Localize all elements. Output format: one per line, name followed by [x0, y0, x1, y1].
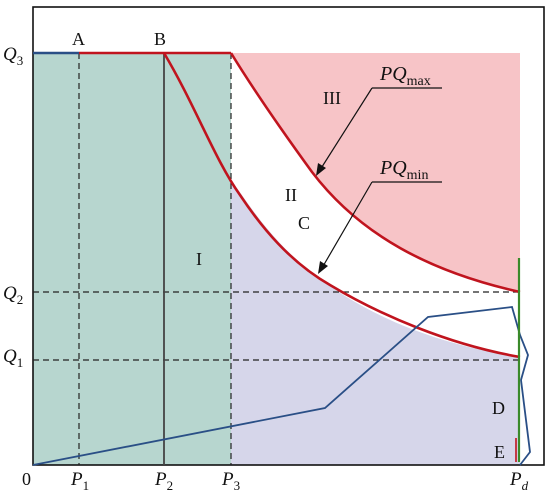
pq-min-arrow-head	[318, 261, 328, 274]
y-label-q1: Q1	[3, 346, 23, 370]
region-green-fill	[33, 53, 231, 465]
plot-frame	[32, 6, 545, 466]
pq-min-arrow	[321, 181, 373, 269]
pq-max-arrow-head	[316, 163, 326, 176]
x-label-pd: Pd	[509, 469, 529, 493]
x-label-p3: P3	[221, 469, 240, 493]
region-label-i: I	[196, 249, 202, 269]
point-label-e: E	[494, 442, 505, 462]
origin-label: 0	[22, 469, 31, 489]
pq-max-label: PQmax	[379, 63, 431, 89]
y-label-q3: Q3	[3, 44, 23, 68]
y-label-q2: Q2	[3, 283, 23, 307]
point-label-d: D	[492, 398, 505, 418]
pq-min-label: PQmin	[379, 157, 428, 183]
region-label-ii: II	[285, 185, 297, 205]
region-label-iii: III	[323, 88, 341, 108]
region-pink-fill	[231, 53, 520, 292]
region-white-band	[231, 53, 520, 357]
point-label-b: B	[154, 29, 166, 49]
pq-min-curve	[162, 52, 521, 359]
pq-max-curve	[229, 52, 521, 294]
x-label-p2: P2	[154, 469, 173, 493]
pq-max-arrow	[319, 87, 373, 171]
point-label-a: A	[72, 29, 85, 49]
point-label-c: C	[298, 213, 310, 233]
x-label-p1: P1	[70, 469, 89, 493]
